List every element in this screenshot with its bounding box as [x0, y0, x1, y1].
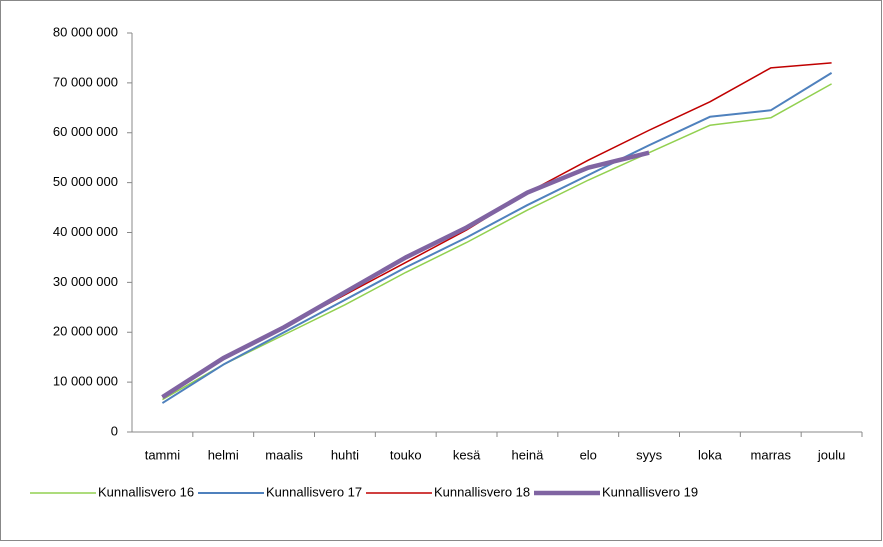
x-tick-label: maalis — [265, 447, 303, 462]
x-tick-label: tammi — [145, 447, 181, 462]
x-tick-label: helmi — [208, 447, 239, 462]
x-tick-label: syys — [636, 447, 663, 462]
y-tick-label: 80 000 000 — [53, 24, 118, 39]
y-tick-label: 30 000 000 — [53, 274, 118, 289]
y-tick-label: 40 000 000 — [53, 224, 118, 239]
series-line — [161, 72, 833, 404]
legend-label: Kunnallisvero 17 — [266, 484, 362, 499]
legend-label: Kunnallisvero 18 — [434, 484, 530, 499]
series-line — [162, 83, 832, 401]
x-tick-label: loka — [698, 447, 723, 462]
y-tick-label: 0 — [111, 423, 118, 438]
x-tick-label: joulu — [817, 447, 845, 462]
x-tick-label: heinä — [512, 447, 545, 462]
legend-label: Kunnallisvero 16 — [98, 484, 194, 499]
y-tick-label: 20 000 000 — [53, 324, 118, 339]
x-tick-label: elo — [580, 447, 597, 462]
y-tick-label: 70 000 000 — [53, 74, 118, 89]
series-line — [161, 150, 650, 399]
legend-label: Kunnallisvero 19 — [602, 484, 698, 499]
y-tick-label: 10 000 000 — [53, 374, 118, 389]
x-tick-label: huhti — [331, 447, 359, 462]
y-tick-label: 60 000 000 — [53, 124, 118, 139]
x-tick-label: touko — [390, 447, 422, 462]
x-tick-label: kesä — [453, 447, 481, 462]
x-tick-label: marras — [751, 447, 792, 462]
y-tick-label: 50 000 000 — [53, 174, 118, 189]
